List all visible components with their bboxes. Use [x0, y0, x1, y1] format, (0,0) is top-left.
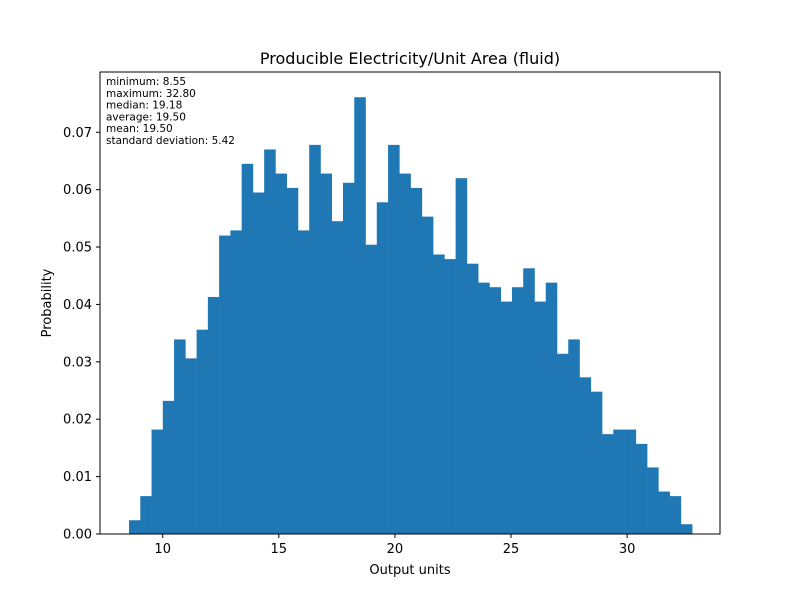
- histogram-bar: [511, 287, 524, 534]
- y-tick-label: 0.05: [63, 241, 92, 256]
- statistic-line: standard deviation: 5.42: [106, 135, 235, 147]
- statistic-line: minimum: 8.55: [106, 76, 186, 88]
- histogram-bar: [635, 443, 648, 534]
- y-tick-label: 0.01: [63, 470, 92, 485]
- histogram-bar: [534, 301, 547, 534]
- histogram-bar: [129, 520, 141, 534]
- x-tick-label: 15: [271, 542, 288, 557]
- statistic-line: maximum: 32.80: [106, 88, 196, 100]
- histogram-bar: [523, 268, 535, 534]
- plot-frame: [99, 71, 721, 535]
- y-tick-label: 0.00: [63, 528, 92, 543]
- histogram-bar: [275, 173, 287, 534]
- x-axis-ticks: 10 15 20 25 30: [154, 534, 635, 557]
- histogram-bar: [230, 230, 242, 534]
- chart-title: Producible Electricity/Unit Area (fluid): [260, 49, 560, 68]
- histogram-bar: [252, 192, 265, 534]
- histogram-bar: [466, 263, 479, 534]
- histogram-bar: [399, 173, 411, 534]
- statistic-line: average: 19.50: [106, 111, 186, 123]
- x-tick-label: 25: [503, 542, 520, 557]
- histogram-bar: [196, 329, 209, 534]
- histogram-bar: [658, 491, 670, 534]
- histogram-bar: [545, 282, 558, 534]
- statistic-line: mean: 19.50: [106, 123, 173, 135]
- histogram-bar: [343, 182, 355, 534]
- histogram-bar: [162, 400, 175, 534]
- histogram-bar: [478, 282, 490, 534]
- histogram-bar: [444, 259, 456, 534]
- histogram-bar: [354, 97, 366, 534]
- histogram-bar: [669, 496, 682, 534]
- histogram-bar: [613, 429, 625, 534]
- histogram-bars: [129, 97, 693, 535]
- histogram-bar: [647, 467, 659, 534]
- histogram-bar: [320, 173, 333, 534]
- histogram-bar: [500, 301, 513, 534]
- histogram-bar: [489, 287, 501, 534]
- histogram-bar: [264, 149, 276, 535]
- y-tick-label: 0.04: [63, 298, 92, 313]
- histogram-bar: [365, 244, 378, 534]
- histogram-bar: [174, 339, 186, 534]
- statistic-line: median: 19.18: [106, 100, 182, 112]
- histogram-bar: [185, 358, 197, 534]
- histogram-bar: [624, 429, 637, 534]
- histogram-bar: [286, 187, 299, 534]
- histogram-bar: [433, 254, 445, 534]
- y-tick-label: 0.06: [63, 183, 92, 198]
- x-tick-label: 10: [154, 542, 171, 557]
- histogram-bar: [410, 187, 423, 534]
- histogram-bar: [680, 524, 693, 534]
- histogram-bar: [602, 434, 614, 534]
- histogram-bar: [309, 144, 321, 534]
- x-axis-label: Output units: [369, 563, 450, 578]
- y-axis-label: Probability: [40, 268, 55, 337]
- histogram-bar: [140, 496, 152, 534]
- x-tick-label: 20: [387, 542, 404, 557]
- histogram-bar: [376, 202, 389, 534]
- histogram-bar: [590, 391, 603, 534]
- histogram-bar: [331, 221, 344, 534]
- y-tick-label: 0.03: [63, 355, 92, 370]
- histogram-bar: [388, 144, 400, 534]
- x-tick-label: 30: [619, 542, 636, 557]
- histogram-bar: [556, 353, 569, 534]
- y-tick-label: 0.07: [63, 126, 92, 141]
- histogram-bar: [579, 377, 592, 534]
- histogram-bar: [151, 429, 164, 534]
- histogram-bar: [568, 339, 580, 534]
- y-axis-ticks: 0.00 0.01 0.02 0.03 0.04 0.05 0.06 0.07: [63, 126, 100, 543]
- histogram-bar: [241, 163, 254, 534]
- histogram-bar: [219, 235, 231, 534]
- histogram-bar: [207, 296, 220, 534]
- histogram-bar: [297, 230, 310, 534]
- y-tick-label: 0.02: [63, 413, 92, 428]
- histogram-bar: [455, 178, 468, 535]
- histogram-bar: [421, 216, 434, 534]
